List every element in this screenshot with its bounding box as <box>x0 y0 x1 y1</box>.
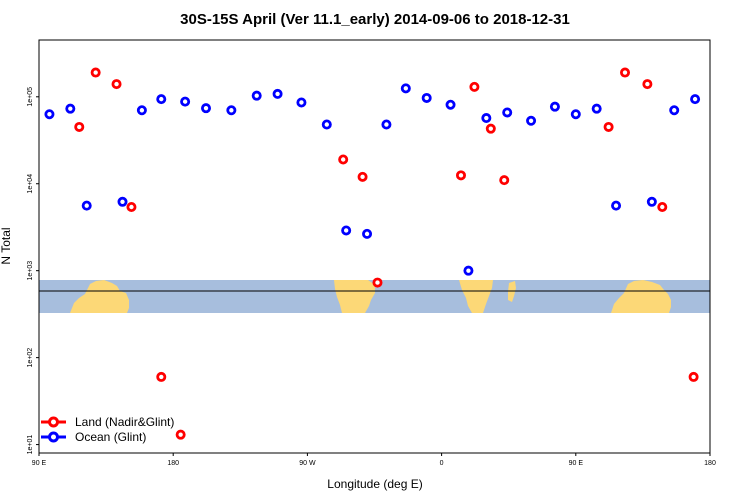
y-tick-label: 1e+01 <box>27 435 34 455</box>
ocean-point <box>502 107 513 118</box>
ocean-point <box>296 97 307 108</box>
land-point <box>642 79 653 90</box>
ocean-point <box>445 99 456 110</box>
land-point <box>372 277 383 288</box>
ocean-point <box>481 113 492 124</box>
x-tick-label: 180 <box>704 460 716 467</box>
land-australia-repeat <box>611 280 671 313</box>
land-point <box>175 429 186 440</box>
land-point <box>469 81 480 92</box>
ocean-point <box>226 105 237 116</box>
y-tick-label: 1e+02 <box>27 348 34 368</box>
x-axis-label: Longitude (deg E) <box>327 477 422 491</box>
x-tick-label: 90 E <box>32 460 47 467</box>
ocean-point <box>669 105 680 116</box>
legend: Land (Nadir&Glint) Ocean (Glint) <box>41 415 174 444</box>
land-point <box>603 121 614 132</box>
ocean-point <box>362 228 373 239</box>
land-point <box>499 175 510 186</box>
plot-frame <box>38 39 711 454</box>
ocean-point <box>526 115 537 126</box>
ocean-point <box>646 196 657 207</box>
legend-swatch-ocean-marker <box>48 431 59 443</box>
ocean-point <box>251 90 262 101</box>
chart-title: 30S-15S April (Ver 11.1_early) 2014-09-0… <box>180 11 570 28</box>
land-point <box>657 202 668 213</box>
land-australia <box>70 280 129 313</box>
x-axis: 90 E 180 90 W 0 90 E 180 <box>32 453 716 467</box>
y-axis: 1e+01 1e+02 1e+03 1e+04 1e+05 <box>27 87 39 455</box>
land-africa <box>459 280 493 313</box>
x-tick-label: 180 <box>167 460 179 467</box>
ocean-point <box>117 196 128 207</box>
land-point <box>688 371 699 382</box>
ocean-point <box>549 101 560 112</box>
ocean-point <box>570 109 581 120</box>
ocean-point <box>421 92 432 103</box>
x-tick-label: 90 E <box>569 460 584 467</box>
land-point <box>357 171 368 182</box>
ocean-point <box>65 103 76 114</box>
ocean-point <box>463 265 474 276</box>
ocean-point <box>44 109 55 120</box>
ocean-point <box>690 94 701 105</box>
legend-label-land: Land (Nadir&Glint) <box>75 415 174 429</box>
ocean-point <box>591 103 602 114</box>
y-tick-label: 1e+03 <box>27 261 34 281</box>
ocean-point <box>341 225 352 236</box>
land-south-america <box>334 280 375 313</box>
land-point <box>485 123 496 134</box>
y-tick-label: 1e+05 <box>27 87 34 107</box>
ocean-point <box>321 119 332 130</box>
y-axis-label: N Total <box>0 227 13 264</box>
ocean-point <box>201 103 212 114</box>
ocean-point <box>400 83 411 94</box>
ocean-point <box>81 200 92 211</box>
y-tick-label: 1e+04 <box>27 174 34 194</box>
land-point <box>126 202 137 213</box>
ocean-point <box>156 94 167 105</box>
land-point <box>74 121 85 132</box>
ocean-point <box>180 96 191 107</box>
land-point <box>620 67 631 78</box>
legend-swatch-land-marker <box>48 416 59 428</box>
ocean-point <box>136 105 147 116</box>
data-points <box>44 67 701 440</box>
land-point <box>111 79 122 90</box>
x-tick-label: 0 <box>440 460 444 467</box>
ocean-point <box>611 200 622 211</box>
ocean-point <box>381 119 392 130</box>
land-point <box>455 170 466 181</box>
legend-label-ocean: Ocean (Glint) <box>75 430 146 444</box>
ocean-point <box>272 88 283 99</box>
x-tick-label: 90 W <box>299 460 316 467</box>
land-point <box>156 371 167 382</box>
land-point <box>338 154 349 165</box>
land-point <box>90 67 101 78</box>
